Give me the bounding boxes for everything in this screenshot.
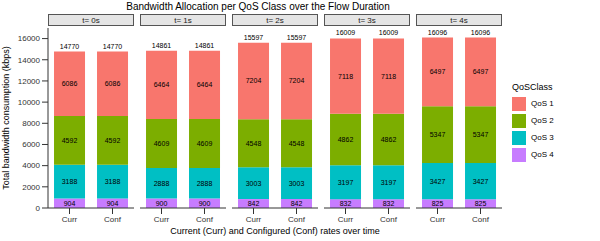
html-text:QoS 1: QoS 1 (531, 99, 554, 108)
html-text:QoS 3: QoS 3 (531, 133, 554, 142)
svg-text:4548: 4548 (289, 140, 305, 147)
svg-text:6464: 6464 (197, 81, 213, 88)
svg-text:7204: 7204 (246, 77, 262, 84)
svg-text:900: 900 (156, 200, 168, 207)
svg-text:4592: 4592 (62, 137, 78, 144)
svg-text:3188: 3188 (105, 178, 121, 185)
html-text:Bandwidth Allocation per QoS C: Bandwidth Allocation per QoS Class over … (126, 1, 390, 12)
svg-text:832: 832 (383, 200, 395, 207)
html-text:t= 2s: t= 2s (266, 16, 284, 25)
html-text:Current (Curr) and Configured: Current (Curr) and Configured (Conf) rat… (170, 226, 380, 236)
svg-text:904: 904 (64, 200, 76, 207)
svg-text:Curr: Curr (246, 215, 262, 222)
svg-text:3427: 3427 (430, 178, 446, 185)
html-text:t= 1s: t= 1s (174, 16, 192, 25)
svg-text:Curr: Curr (154, 215, 170, 222)
svg-text:4862: 4862 (338, 136, 354, 143)
svg-text:16009: 16009 (379, 29, 399, 36)
html-text:t= 4s: t= 4s (450, 16, 468, 25)
html-text:QoSClass: QoSClass (512, 82, 553, 92)
svg-text:4609: 4609 (197, 140, 213, 147)
svg-text:825: 825 (475, 200, 487, 207)
svg-text:14000: 14000 (18, 56, 41, 65)
svg-text:Conf: Conf (380, 215, 398, 222)
svg-text:14861: 14861 (195, 42, 215, 49)
svg-text:14770: 14770 (103, 43, 123, 50)
svg-text:900: 900 (199, 200, 211, 207)
svg-text:832: 832 (340, 200, 352, 207)
svg-text:10000: 10000 (18, 98, 41, 107)
svg-text:16009: 16009 (336, 29, 356, 36)
svg-text:6086: 6086 (105, 80, 121, 87)
svg-text:4548: 4548 (246, 140, 262, 147)
svg-text:Curr: Curr (430, 215, 446, 222)
svg-text:6000: 6000 (22, 140, 40, 149)
svg-text:Conf: Conf (472, 215, 490, 222)
svg-text:Curr: Curr (338, 215, 354, 222)
svg-text:3197: 3197 (338, 179, 354, 186)
svg-text:14770: 14770 (60, 43, 80, 50)
svg-text:16096: 16096 (428, 29, 448, 36)
svg-text:4862: 4862 (381, 136, 397, 143)
svg-text:Conf: Conf (196, 215, 214, 222)
html-text:t= 3s: t= 3s (358, 16, 376, 25)
html-text:QoS 2: QoS 2 (531, 116, 554, 125)
html-text:QoS 4: QoS 4 (531, 150, 554, 159)
svg-text:842: 842 (248, 200, 260, 207)
svg-text:3427: 3427 (473, 178, 489, 185)
svg-text:12000: 12000 (18, 77, 41, 86)
svg-text:904: 904 (107, 200, 119, 207)
svg-text:842: 842 (291, 200, 303, 207)
svg-text:5347: 5347 (473, 131, 489, 138)
svg-text:4609: 4609 (154, 140, 170, 147)
html-text:t= 0s: t= 0s (82, 16, 100, 25)
svg-text:14861: 14861 (152, 42, 172, 49)
svg-text:3197: 3197 (381, 179, 397, 186)
html-text:Total bandwidth consumption (k: Total bandwidth consumption (kbps) (1, 46, 11, 190)
svg-text:6086: 6086 (62, 80, 78, 87)
svg-text:6497: 6497 (430, 68, 446, 75)
svg-text:16096: 16096 (471, 29, 491, 36)
svg-text:825: 825 (432, 200, 444, 207)
svg-text:2888: 2888 (197, 180, 213, 187)
svg-text:2888: 2888 (154, 180, 170, 187)
svg-text:8000: 8000 (22, 119, 40, 128)
svg-text:6497: 6497 (473, 68, 489, 75)
svg-text:3003: 3003 (246, 180, 262, 187)
svg-text:7118: 7118 (338, 73, 353, 80)
svg-text:2000: 2000 (22, 183, 40, 192)
svg-text:4592: 4592 (105, 137, 121, 144)
svg-text:6464: 6464 (154, 81, 170, 88)
svg-text:3003: 3003 (289, 180, 305, 187)
svg-text:15597: 15597 (244, 34, 264, 41)
svg-text:Conf: Conf (104, 215, 122, 222)
svg-text:7204: 7204 (289, 77, 305, 84)
svg-text:4000: 4000 (22, 161, 40, 170)
svg-text:15597: 15597 (287, 34, 307, 41)
svg-text:0: 0 (36, 204, 41, 213)
svg-text:Curr: Curr (62, 215, 78, 222)
svg-text:16000: 16000 (18, 34, 41, 43)
svg-text:Conf: Conf (288, 215, 306, 222)
svg-text:5347: 5347 (430, 131, 446, 138)
svg-text:3188: 3188 (62, 178, 78, 185)
svg-text:7118: 7118 (381, 73, 396, 80)
